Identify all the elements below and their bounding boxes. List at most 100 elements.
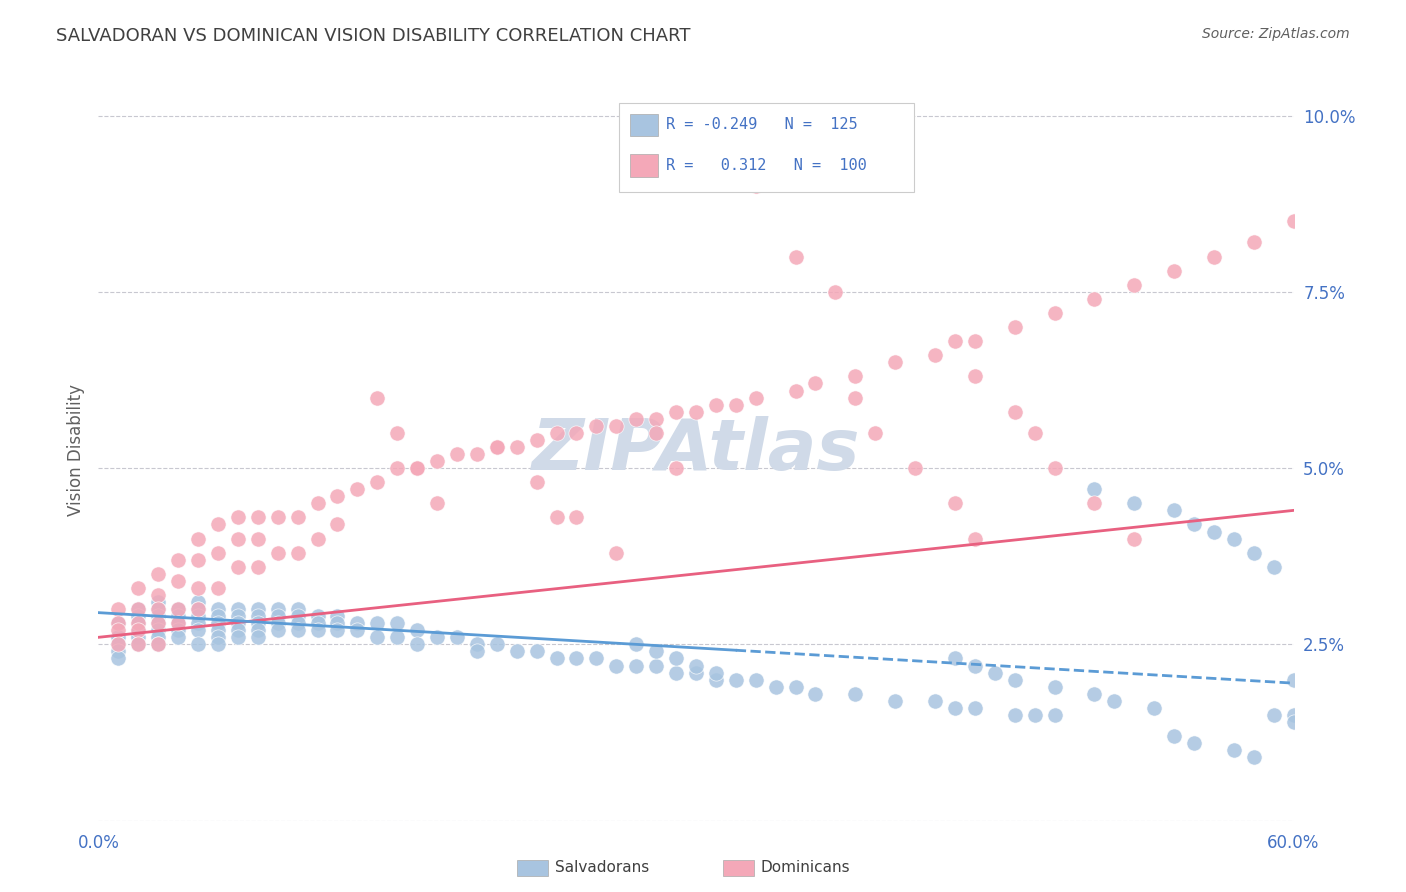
Point [745, 179, 768, 194]
Point [963, 658, 986, 673]
Point [963, 701, 986, 715]
Point [187, 532, 209, 546]
Text: R = -0.249   N =  125: R = -0.249 N = 125 [666, 118, 858, 132]
Point [724, 673, 747, 687]
Point [207, 630, 229, 644]
Point [884, 355, 907, 369]
Point [307, 609, 329, 624]
Point [267, 546, 290, 560]
Point [904, 461, 927, 475]
Point [127, 602, 149, 616]
Point [226, 532, 249, 546]
Text: ZIPAtlas: ZIPAtlas [531, 416, 860, 485]
Point [167, 574, 190, 588]
Point [226, 559, 249, 574]
Point [1024, 707, 1046, 722]
Point [665, 665, 688, 680]
Point [366, 475, 388, 490]
Point [1282, 673, 1305, 687]
Point [745, 673, 768, 687]
Point [127, 637, 149, 651]
Point [406, 624, 429, 638]
Point [924, 348, 946, 362]
Point [1004, 405, 1026, 419]
Point [187, 637, 209, 651]
Point [765, 680, 787, 694]
Text: SALVADORAN VS DOMINICAN VISION DISABILITY CORRELATION CHART: SALVADORAN VS DOMINICAN VISION DISABILIT… [56, 27, 690, 45]
Point [565, 510, 588, 524]
Point [187, 581, 209, 595]
Point [226, 624, 249, 638]
Point [246, 630, 269, 644]
Text: R =   0.312   N =  100: R = 0.312 N = 100 [666, 158, 868, 172]
Point [226, 510, 249, 524]
Point [207, 517, 229, 532]
Point [506, 644, 529, 658]
Point [127, 581, 149, 595]
Point [785, 680, 807, 694]
Point [963, 334, 986, 348]
Point [167, 616, 190, 631]
Point [246, 624, 269, 638]
Point [326, 517, 349, 532]
Point [465, 644, 488, 658]
Point [187, 616, 209, 631]
Point [287, 546, 309, 560]
Point [1243, 235, 1265, 250]
Point [207, 602, 229, 616]
Point [287, 616, 309, 631]
Point [385, 630, 409, 644]
Point [745, 391, 768, 405]
Point [107, 651, 129, 665]
Text: Source: ZipAtlas.com: Source: ZipAtlas.com [1202, 27, 1350, 41]
Point [366, 630, 388, 644]
Point [127, 624, 149, 638]
Point [366, 391, 388, 405]
Point [605, 658, 627, 673]
Point [626, 637, 648, 651]
Point [107, 602, 129, 616]
Point [287, 609, 309, 624]
Text: Dominicans: Dominicans [761, 861, 851, 875]
Point [1123, 496, 1146, 510]
Point [485, 440, 508, 454]
Point [346, 624, 368, 638]
Point [207, 609, 229, 624]
Point [107, 624, 129, 638]
Point [246, 559, 269, 574]
Point [565, 651, 588, 665]
Point [1043, 461, 1066, 475]
Point [187, 553, 209, 567]
Point [267, 602, 290, 616]
Point [107, 616, 129, 631]
Point [865, 425, 887, 440]
Point [605, 418, 627, 433]
Point [1223, 743, 1246, 757]
Point [943, 496, 966, 510]
Point [724, 398, 747, 412]
Point [307, 616, 329, 631]
Point [107, 637, 129, 651]
Point [565, 425, 588, 440]
Point [665, 651, 688, 665]
Point [385, 425, 409, 440]
Point [1143, 701, 1166, 715]
Point [446, 630, 468, 644]
Point [167, 624, 190, 638]
Point [406, 461, 429, 475]
Point [585, 418, 607, 433]
Point [167, 616, 190, 631]
Point [844, 369, 866, 384]
Point [267, 510, 290, 524]
Point [446, 447, 468, 461]
Point [685, 405, 707, 419]
Point [226, 630, 249, 644]
Point [406, 461, 429, 475]
Point [326, 616, 349, 631]
Point [107, 637, 129, 651]
Point [1123, 532, 1146, 546]
Point [924, 694, 946, 708]
Point [426, 496, 449, 510]
Point [385, 616, 409, 631]
Point [465, 637, 488, 651]
